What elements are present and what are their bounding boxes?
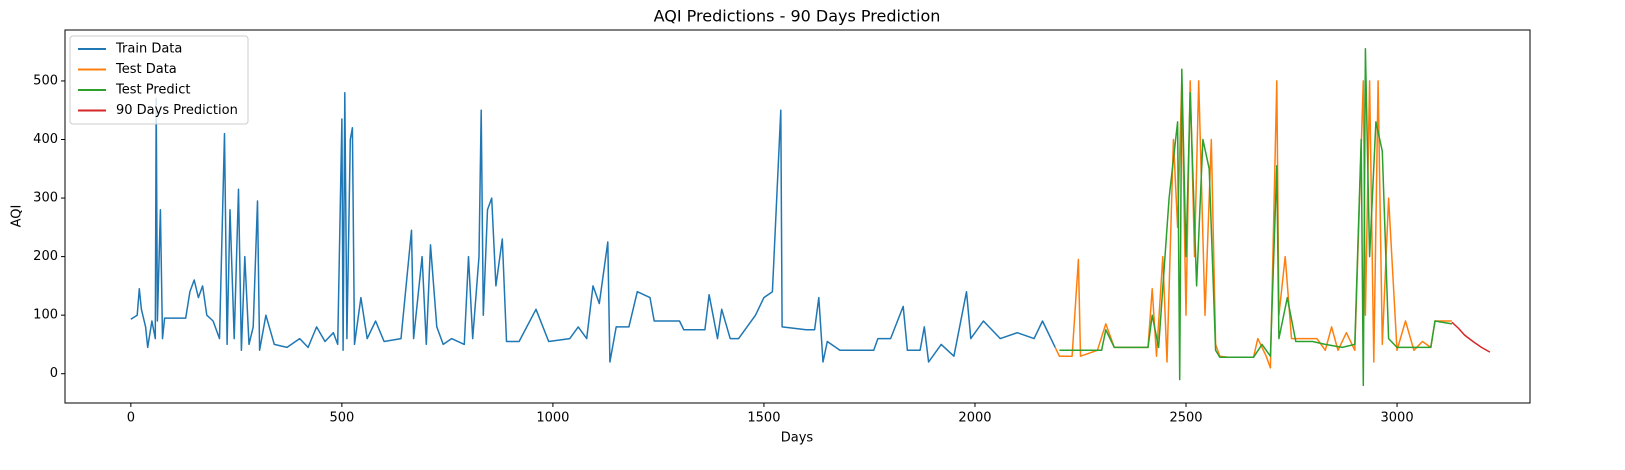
- y-tick-label: 200: [33, 249, 58, 264]
- x-tick-label: 2500: [1169, 411, 1202, 426]
- x-tick-label: 1500: [747, 411, 780, 426]
- y-tick-label: 400: [33, 132, 58, 147]
- data-line: [1054, 80, 1452, 369]
- x-tick-label: 500: [329, 411, 354, 426]
- x-tick-label: 3000: [1381, 411, 1414, 426]
- y-tick-label: 300: [33, 191, 58, 206]
- x-tick-label: 0: [127, 411, 135, 426]
- legend-label: 90 Days Prediction: [116, 103, 238, 118]
- legend-label: Test Predict: [115, 83, 191, 98]
- plot-frame: [64, 29, 1531, 404]
- chart-title: AQI Predictions - 90 Days Prediction: [654, 7, 941, 26]
- y-tick-label: 500: [33, 73, 58, 88]
- data-line: [130, 91, 1056, 363]
- y-axis-label: AQI: [10, 205, 25, 228]
- legend-label: Train Data: [115, 42, 182, 57]
- y-tick-label: 100: [33, 308, 58, 323]
- x-tick-label: 1000: [536, 411, 569, 426]
- x-tick-label: 2000: [958, 411, 991, 426]
- legend-box: [69, 35, 249, 125]
- x-axis-label: Days: [781, 431, 814, 446]
- data-line: [1059, 47, 1453, 387]
- data-line: [1451, 321, 1491, 353]
- legend-label: Test Data: [115, 62, 177, 77]
- y-tick-label: 0: [50, 366, 58, 381]
